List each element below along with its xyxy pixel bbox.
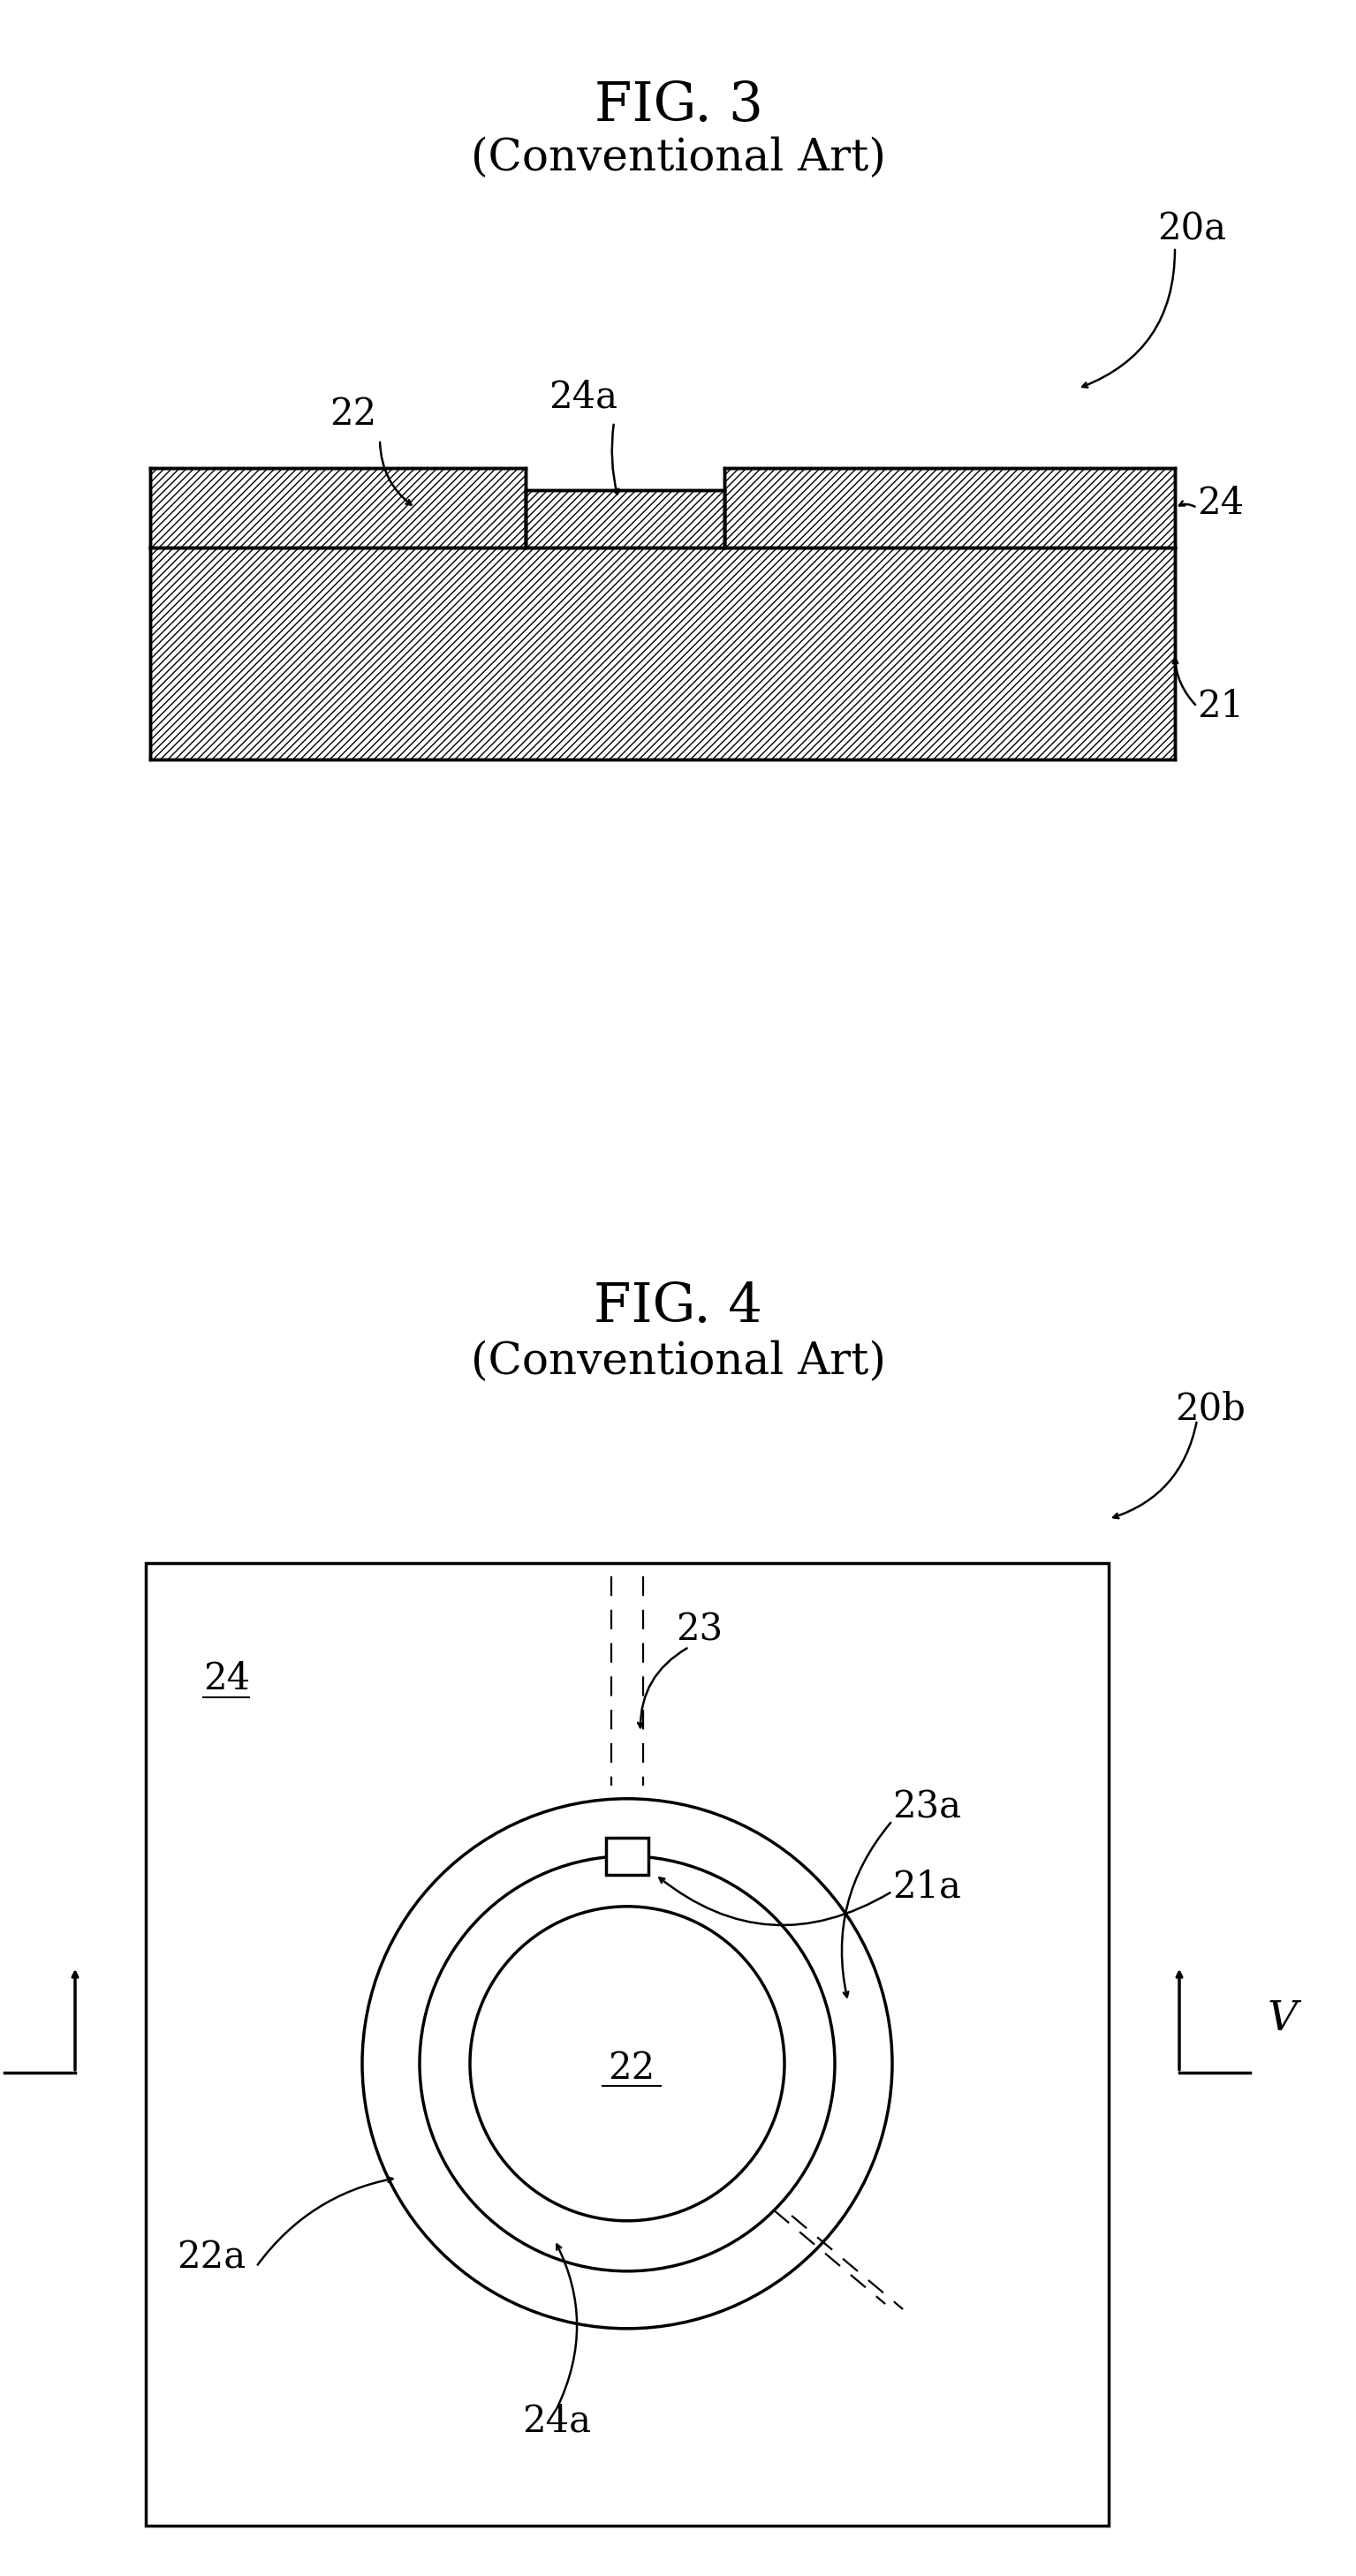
Text: 23: 23 bbox=[675, 1613, 723, 1649]
Text: V: V bbox=[1268, 1999, 1298, 2040]
Text: 24a: 24a bbox=[522, 2401, 591, 2439]
Bar bbox=[151, 469, 526, 549]
Text: 20a: 20a bbox=[1157, 211, 1226, 247]
Text: (Conventional Art): (Conventional Art) bbox=[471, 1340, 885, 1383]
Text: 22: 22 bbox=[330, 397, 377, 433]
Text: 20b: 20b bbox=[1174, 1391, 1245, 1427]
Bar bbox=[145, 1564, 1109, 2524]
Circle shape bbox=[419, 1857, 835, 2272]
Bar bbox=[526, 489, 724, 549]
Text: FIG. 4: FIG. 4 bbox=[594, 1280, 763, 1334]
Text: (Conventional Art): (Conventional Art) bbox=[471, 137, 885, 180]
Text: 23a: 23a bbox=[892, 1788, 961, 1826]
Text: 24: 24 bbox=[203, 1659, 250, 1698]
Text: 24a: 24a bbox=[549, 379, 617, 415]
Text: 24: 24 bbox=[1197, 484, 1243, 523]
Bar bbox=[151, 549, 1174, 760]
Text: FIG. 3: FIG. 3 bbox=[594, 80, 762, 131]
Text: 21a: 21a bbox=[892, 1868, 961, 1906]
Bar bbox=[724, 469, 1174, 549]
Text: 21: 21 bbox=[1197, 688, 1243, 724]
Text: 22a: 22a bbox=[176, 2239, 245, 2277]
Circle shape bbox=[362, 1798, 892, 2329]
Bar bbox=[606, 1837, 648, 1875]
Text: 22: 22 bbox=[607, 2050, 655, 2087]
Circle shape bbox=[471, 1906, 785, 2221]
